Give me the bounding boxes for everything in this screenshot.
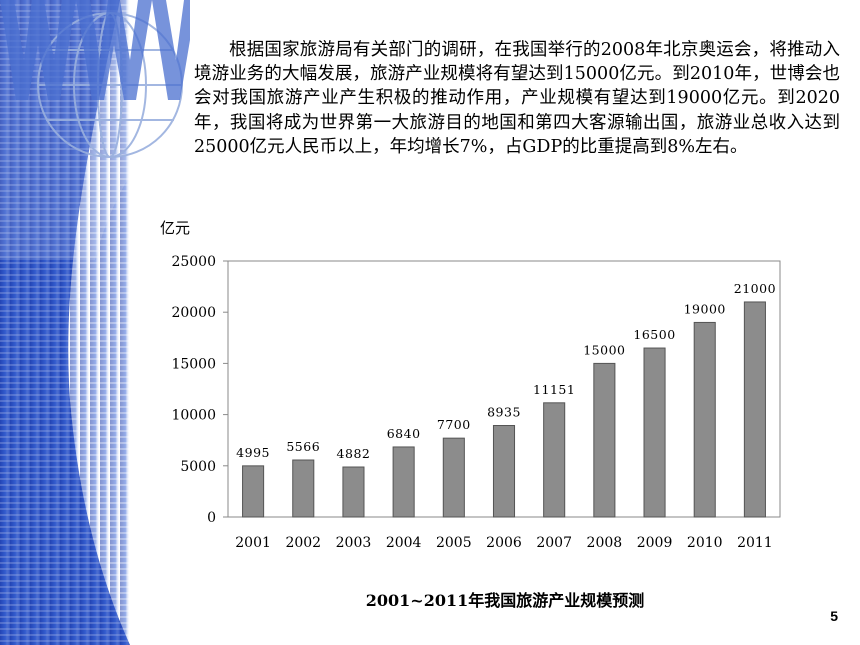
x-tick-label: 2001	[235, 535, 271, 551]
x-tick-label: 2004	[386, 535, 422, 551]
bar	[543, 402, 566, 518]
x-tick-label: 2008	[587, 535, 623, 551]
y-tick-label: 10000	[171, 408, 216, 424]
www-logo-icon	[0, 0, 190, 100]
y-tick-label: 0	[207, 510, 216, 526]
bar	[242, 465, 265, 518]
intro-paragraph: 根据国家旅游局有关部门的调研，在我国举行的2008年北京奥运会，将推动入境游业务…	[194, 40, 840, 157]
data-label: 4995	[236, 445, 270, 460]
x-tick-label: 2009	[637, 535, 673, 551]
data-label: 16500	[633, 327, 675, 342]
data-label: 8935	[487, 405, 521, 420]
bar	[643, 347, 666, 518]
data-label: 7700	[437, 417, 471, 432]
bar	[442, 437, 465, 518]
y-axis-label: 亿元	[160, 219, 190, 237]
data-label: 19000	[684, 301, 726, 316]
chart-caption: 2001~2011年我国旅游产业规模预测	[365, 591, 645, 610]
bar	[693, 321, 716, 518]
bar	[342, 466, 365, 518]
x-tick-label: 2006	[486, 535, 522, 551]
x-tick-label: 2011	[737, 535, 773, 551]
data-label: 6840	[387, 426, 421, 441]
x-tick-label: 2005	[436, 535, 472, 551]
data-label: 5566	[286, 439, 320, 454]
data-label: 15000	[583, 342, 625, 357]
data-label: 21000	[734, 281, 776, 296]
data-label: 4882	[337, 446, 371, 461]
bar	[743, 301, 766, 518]
y-tick-label: 25000	[171, 254, 216, 270]
bar	[492, 425, 516, 518]
bar	[593, 362, 616, 518]
bar	[292, 459, 315, 518]
tourism-scale-bar-chart: 亿元 0 5000 10000 15000 20000 25000 4995 2001 5566…	[160, 219, 781, 551]
data-label: 11151	[533, 382, 575, 397]
page-number: 5	[830, 608, 838, 624]
x-tick-label: 2007	[536, 535, 572, 551]
x-tick-label: 2002	[285, 535, 321, 551]
y-tick-label: 15000	[171, 356, 216, 372]
decorative-globe-band	[0, 0, 190, 645]
bar	[392, 446, 415, 518]
x-tick-label: 2003	[336, 535, 372, 551]
x-tick-label: 2010	[687, 535, 723, 551]
y-tick-label: 20000	[171, 305, 216, 321]
y-tick-label: 5000	[180, 459, 216, 475]
